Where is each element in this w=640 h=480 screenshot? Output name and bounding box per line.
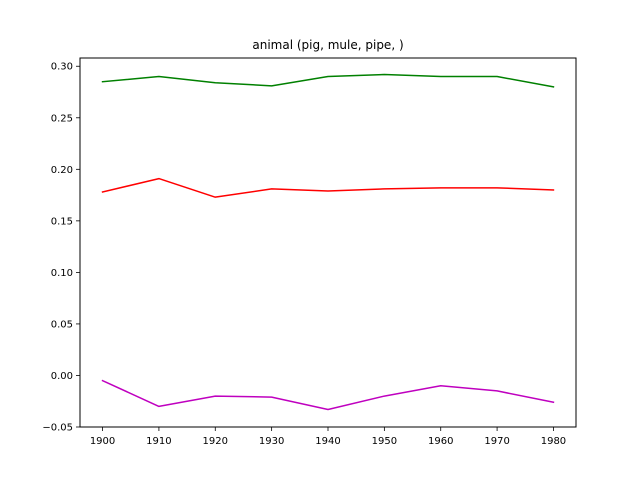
y-tick-label: 0.25 bbox=[51, 113, 73, 124]
series-layer bbox=[101, 73, 555, 411]
x-tick-label: 1900 bbox=[90, 436, 115, 447]
x-tick-label: 1970 bbox=[484, 436, 509, 447]
plot-area-frame bbox=[79, 57, 577, 428]
x-tick-label: 1980 bbox=[541, 436, 566, 447]
x-axis: 1900 1910 1920 1930 1940 1950 1960 1970 1980 bbox=[90, 427, 566, 447]
y-tick-label: −0.05 bbox=[42, 423, 73, 434]
series-line-3 bbox=[101, 379, 555, 411]
y-tick-label: 0.15 bbox=[51, 216, 73, 227]
x-tick-label: 1910 bbox=[146, 436, 171, 447]
x-tick-label: 1950 bbox=[372, 436, 397, 447]
chart-title: animal (pig, mule, pipe, ) bbox=[252, 38, 403, 52]
y-tick-label: 0.10 bbox=[51, 268, 73, 279]
series-line-1 bbox=[101, 73, 555, 88]
y-tick-label: 0.05 bbox=[51, 319, 73, 330]
x-tick-label: 1930 bbox=[259, 436, 284, 447]
y-tick-label: 0.30 bbox=[51, 62, 73, 73]
y-tick-label: 0.20 bbox=[51, 165, 73, 176]
x-tick-label: 1940 bbox=[315, 436, 340, 447]
y-tick-label: 0.00 bbox=[51, 371, 73, 382]
series-line-2 bbox=[101, 177, 555, 198]
x-tick-label: 1920 bbox=[203, 436, 228, 447]
x-tick-label: 1960 bbox=[428, 436, 453, 447]
y-axis: 0.30 0.25 0.20 0.15 0.10 0.05 0.00 −0.05 bbox=[42, 62, 80, 434]
